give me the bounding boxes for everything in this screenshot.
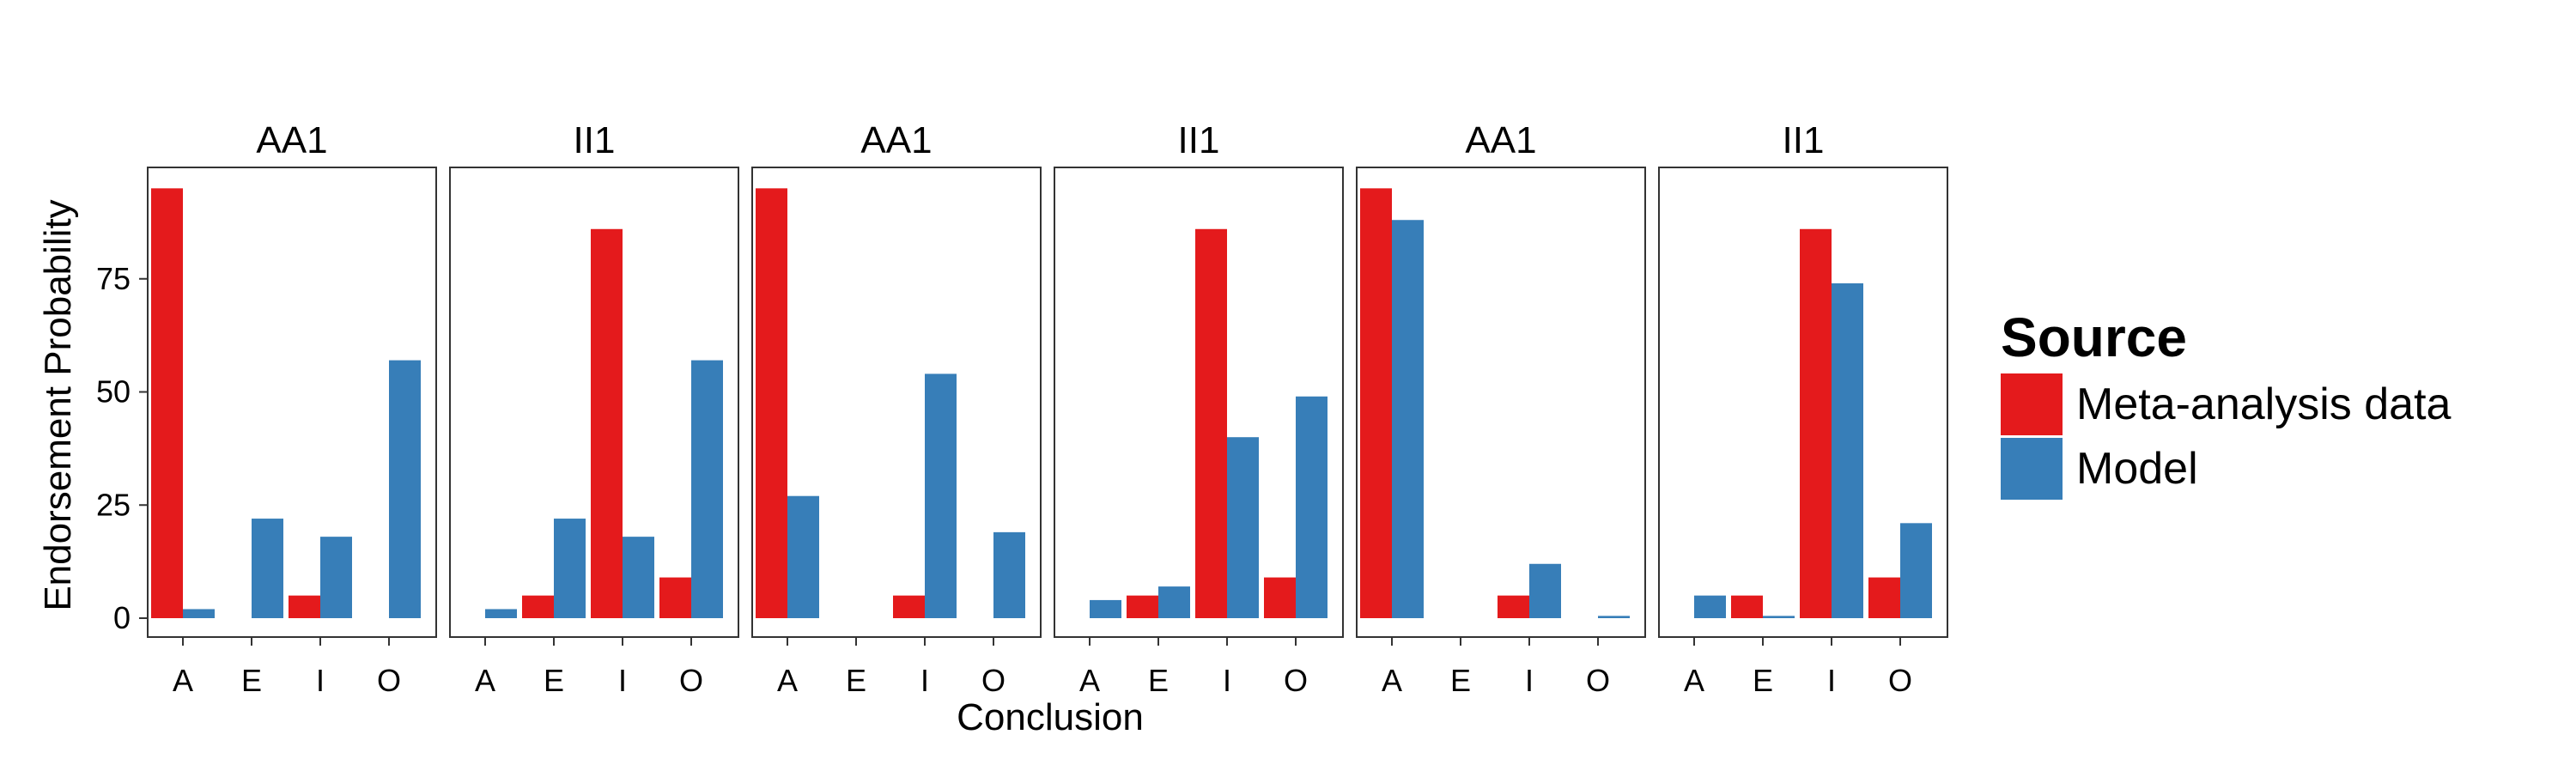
panels-layer: AA1 A E I O II1 A E I O AA1 A E I O II1 A E I O AA1 A E I O II1 A E…: [147, 119, 1948, 698]
x-tick-label: A: [1684, 663, 1704, 698]
bar: [893, 595, 925, 618]
bar: [289, 595, 320, 618]
facet-panel: AA1 A E I O: [1356, 119, 1646, 698]
bar: [1498, 595, 1529, 618]
x-tick-label: O: [1284, 663, 1308, 698]
facet-panel: AA1 A E I O: [751, 119, 1042, 698]
legend-swatch: [2001, 438, 2063, 500]
x-tick-label: I: [920, 663, 929, 698]
x-tick-label: I: [618, 663, 627, 698]
x-tick-label: O: [1888, 663, 1912, 698]
bar: [756, 188, 787, 618]
facet-panel: II1 A E I O: [1054, 119, 1344, 698]
x-tick-label: E: [544, 663, 564, 698]
legend-title: Source: [2001, 307, 2187, 368]
x-tick-label: I: [1525, 663, 1534, 698]
bar: [591, 228, 623, 618]
facet-title: AA1: [860, 119, 932, 161]
bar: [1227, 437, 1259, 618]
x-tick-label: A: [173, 663, 193, 698]
bar: [659, 577, 691, 618]
x-axis-title: Conclusion: [957, 696, 1144, 738]
facet-title: II1: [1783, 119, 1825, 161]
bar: [1800, 228, 1832, 618]
bar: [252, 519, 283, 618]
facet-panel: II1 A E I O: [1658, 119, 1948, 698]
facet-panel: AA1 A E I O: [147, 119, 437, 698]
bar: [623, 537, 654, 618]
bar: [1296, 396, 1327, 618]
x-tick-label: A: [1382, 663, 1402, 698]
bar: [1392, 220, 1424, 618]
bar: [1195, 228, 1227, 618]
bar: [925, 373, 957, 618]
facet-panel: II1 A E I O: [449, 119, 739, 698]
y-axis: 0 25 50 75: [96, 261, 148, 635]
x-tick-label: A: [777, 663, 798, 698]
x-tick-label: A: [1079, 663, 1100, 698]
bar: [1731, 595, 1763, 618]
x-tick-label: I: [1223, 663, 1231, 698]
legend: Source Meta-analysis data Model: [2001, 307, 2451, 500]
x-tick-label: O: [377, 663, 401, 698]
bar: [1900, 523, 1932, 618]
y-tick-label: 75: [96, 261, 131, 296]
bar: [1694, 595, 1726, 618]
x-tick-label: O: [981, 663, 1005, 698]
legend-entries: Meta-analysis data Model: [2001, 373, 2451, 500]
x-tick-label: O: [679, 663, 703, 698]
facet-title: AA1: [256, 119, 327, 161]
legend-swatch: [2001, 373, 2063, 435]
bar: [1832, 283, 1863, 618]
y-tick-label: 0: [113, 600, 131, 635]
x-tick-label: E: [241, 663, 262, 698]
y-axis-title: Endorsement Probability: [37, 199, 79, 610]
legend-label: Model: [2076, 444, 2198, 494]
bar: [522, 595, 554, 618]
bar: [554, 519, 586, 618]
bar: [1868, 577, 1900, 618]
bar: [1598, 616, 1630, 618]
facet-title: AA1: [1465, 119, 1536, 161]
facet-title: II1: [1178, 119, 1220, 161]
bar: [787, 495, 819, 618]
x-tick-label: I: [1827, 663, 1836, 698]
bar: [389, 360, 421, 618]
facet-title: II1: [574, 119, 616, 161]
bar: [1529, 563, 1561, 618]
x-tick-label: O: [1586, 663, 1610, 698]
bar: [1360, 188, 1392, 618]
x-tick-label: E: [846, 663, 866, 698]
bar: [485, 609, 517, 618]
panel-frame: [147, 167, 437, 638]
bar: [691, 360, 723, 618]
bar: [1763, 616, 1795, 618]
x-tick-label: E: [1148, 663, 1169, 698]
bar: [1127, 595, 1158, 618]
bar: [1158, 586, 1190, 618]
x-tick-label: I: [316, 663, 325, 698]
y-tick-label: 25: [96, 487, 131, 522]
bar: [1090, 599, 1121, 618]
bar: [151, 188, 183, 618]
bar: [993, 531, 1025, 618]
y-tick-label: 50: [96, 374, 131, 410]
x-tick-label: E: [1450, 663, 1471, 698]
bar: [1264, 577, 1296, 618]
x-tick-label: A: [475, 663, 495, 698]
bar: [320, 537, 352, 618]
bar: [183, 609, 215, 618]
x-tick-label: E: [1753, 663, 1773, 698]
legend-label: Meta-analysis data: [2076, 379, 2451, 429]
